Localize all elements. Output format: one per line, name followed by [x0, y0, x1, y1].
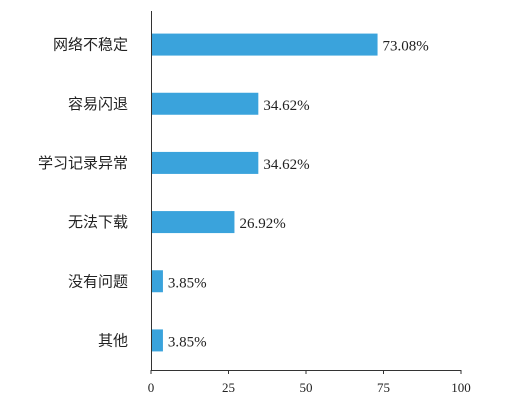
- bar: [151, 33, 378, 56]
- category-label: 没有问题: [68, 272, 128, 290]
- x-tick-label: 50: [300, 380, 313, 395]
- x-tick-label: 75: [377, 380, 390, 395]
- value-label: 34.62%: [263, 157, 309, 173]
- category-label: 其他: [98, 331, 128, 349]
- bars-group: [151, 33, 378, 352]
- value-labels: 73.08% 34.62% 34.62% 26.92% 3.85% 3.85%: [168, 39, 429, 351]
- value-label: 73.08%: [383, 39, 429, 55]
- bar: [151, 151, 259, 174]
- bar: [151, 270, 163, 293]
- category-label: 容易闪退: [68, 95, 128, 113]
- value-label: 34.62%: [263, 98, 309, 114]
- x-tick-label: 25: [222, 380, 235, 395]
- value-label: 3.85%: [168, 275, 207, 291]
- bar: [151, 329, 163, 352]
- x-tick-label: 0: [148, 380, 155, 395]
- bar: [151, 211, 235, 234]
- bar: [151, 92, 259, 115]
- category-label: 网络不稳定: [53, 36, 128, 54]
- category-label: 学习记录异常: [38, 154, 128, 172]
- value-label: 26.92%: [239, 216, 285, 232]
- category-label: 无法下载: [68, 213, 128, 231]
- value-label: 3.85%: [168, 334, 207, 350]
- x-axis-ticks: 0 25 50 75 100: [148, 370, 471, 395]
- x-tick-label: 100: [451, 380, 471, 395]
